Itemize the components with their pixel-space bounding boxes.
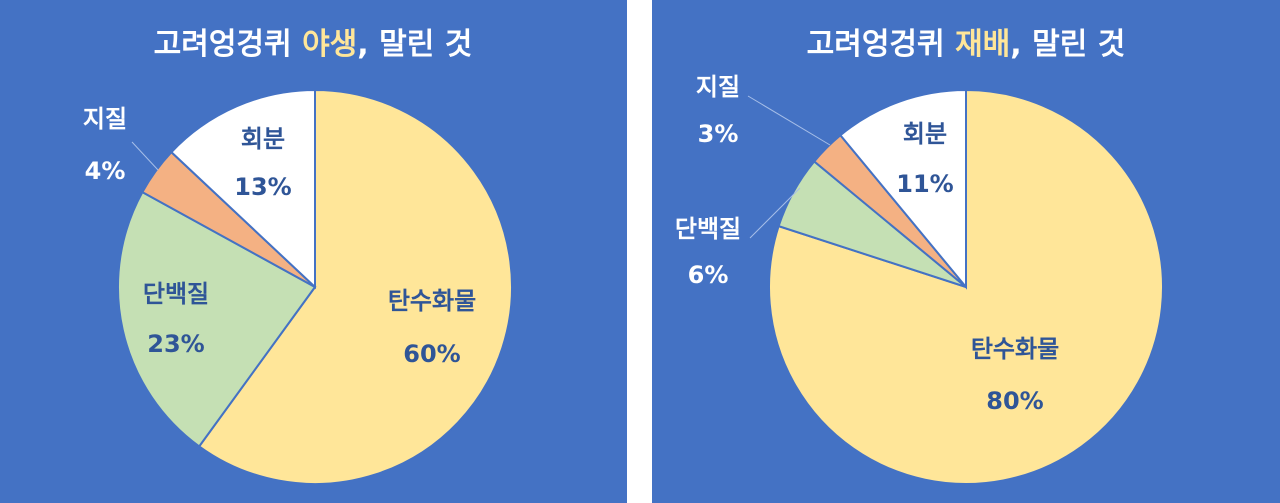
title-part: 재배: [955, 27, 1010, 62]
slice-category: 지질: [83, 105, 127, 133]
slice-value-label: 3%: [698, 120, 739, 148]
slice-value-label: 23%: [147, 330, 204, 358]
chart-title: 고려엉겅퀴 재배, 말린 것: [807, 27, 1126, 62]
slice-category: 지질: [696, 73, 740, 101]
pie-slice: [197, 88, 513, 485]
leader-line: [749, 187, 801, 239]
pie-slice: [117, 190, 317, 448]
leader-line: [747, 95, 831, 146]
slice-category: 탄수화물: [388, 287, 476, 315]
slice-value-label: 11%: [896, 170, 953, 198]
slice-category: 탄수화물: [971, 335, 1059, 363]
slice-value-label: 13%: [234, 173, 291, 201]
slice-category: 단백질: [143, 280, 209, 308]
slice-value-label: 80%: [986, 387, 1043, 415]
pie-slice: [839, 88, 967, 290]
slice-category: 회분: [241, 125, 285, 153]
chart-title: 고려엉겅퀴 야생, 말린 것: [154, 27, 473, 62]
title-part: 고려엉겅퀴: [154, 27, 302, 62]
slice-value-label: 4%: [85, 157, 126, 185]
slice-value-label: 6%: [688, 261, 729, 289]
title-part: 고려엉겅퀴: [807, 27, 955, 62]
slice-category: 회분: [903, 120, 947, 148]
leader-line: [131, 141, 159, 171]
title-part: 야생: [302, 27, 357, 62]
pie-slice: [169, 88, 316, 290]
title-part: , 말린 것: [1010, 27, 1125, 62]
slice-value-label: 60%: [403, 340, 460, 368]
slice-category: 단백질: [675, 215, 741, 243]
title-part: , 말린 것: [357, 27, 472, 62]
